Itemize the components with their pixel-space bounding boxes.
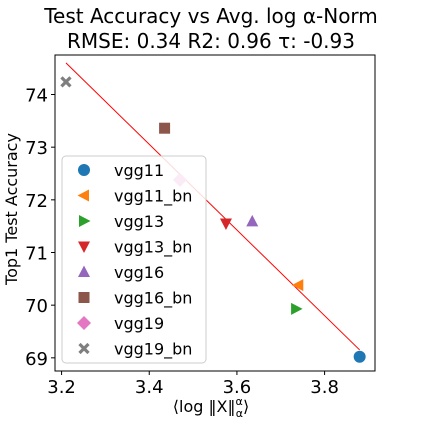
x-axis-label-sub: α [236,407,243,420]
legend-label: vgg13 [114,212,164,231]
x-axis-label-sup: α [235,395,242,408]
legend-label: vgg19_bn [114,340,192,360]
x-tick-label: 3.6 [223,377,252,398]
data-point-vgg19_bn [60,76,72,88]
legend-item-vgg13: vgg13 [79,212,164,231]
y-tick-label: 70 [25,296,48,317]
y-tick-label: 74 [25,86,48,107]
axes-frame [54,54,376,372]
x-axis-label: ⟨log ‖X‖α α⟩ [173,395,249,420]
x-tick-label: 3.2 [47,377,76,398]
legend-item-vgg13_bn: vgg13_bn [78,238,192,258]
chart-subtitle: RMSE: 0.34 R2: 0.96 τ: -0.93 [67,29,355,53]
x-axis-label-tail: ⟩ [243,397,249,416]
legend-label: vgg11_bn [114,187,192,207]
y-axis-label: Top1 Test Accuracy [2,133,21,286]
plot-area: 3.2 3.4 3.6 3.8697071727374vgg11vgg11_bnvgg… [25,54,376,398]
legend-item-vgg16: vgg16 [78,263,164,282]
marker-x-stroke [78,342,90,355]
fit-line [65,62,361,351]
legend-label: vgg16 [114,263,164,282]
marker-x-stroke [60,76,72,88]
legend-marker [78,342,90,355]
data-point-vgg16 [246,214,259,227]
legend: vgg11 vgg11_bn vgg13 vgg13_bn vgg16 vgg16_bnv… [61,155,207,364]
legend-label: vgg11 [114,161,164,180]
legend-label: vgg16_bn [114,289,192,309]
x-tick-label: 3.4 [135,377,164,398]
legend-marker [78,241,90,253]
legend-marker [78,164,90,176]
legend-label: vgg13_bn [114,238,192,258]
data-point-vgg11 [353,350,366,363]
data-point-vgg16_bn [159,122,171,134]
legend-label: vgg19 [114,314,164,333]
legend-marker [77,316,91,330]
data-point-vgg13 [291,302,303,315]
legend-marker [77,189,89,202]
legend-box [61,155,207,364]
legend-marker [78,292,90,303]
data-point-vgg11_bn [291,279,304,292]
legend-marker [78,265,90,277]
legend-item-vgg11_bn: vgg11_bn [77,187,192,207]
legend-item-vgg16_bn: vgg16_bn [78,289,192,309]
legend-item-vgg19_bn: vgg19_bn [78,340,192,360]
legend-item-vgg11: vgg11 [78,161,164,180]
legend-marker [79,215,91,227]
y-tick-label: 73 [25,138,48,159]
data-point-vgg13_bn [219,218,232,231]
x-axis-label-main: ⟨log ‖X‖ [173,397,236,416]
chart-title: Test Accuracy vs Avg. log α-Norm [43,4,378,28]
x-tick-label: 3.8 [310,377,339,398]
legend-item-vgg19: vgg19 [77,314,164,333]
y-tick-label: 69 [25,349,48,370]
y-tick-label: 72 [25,191,48,212]
y-tick-label: 71 [25,244,48,265]
